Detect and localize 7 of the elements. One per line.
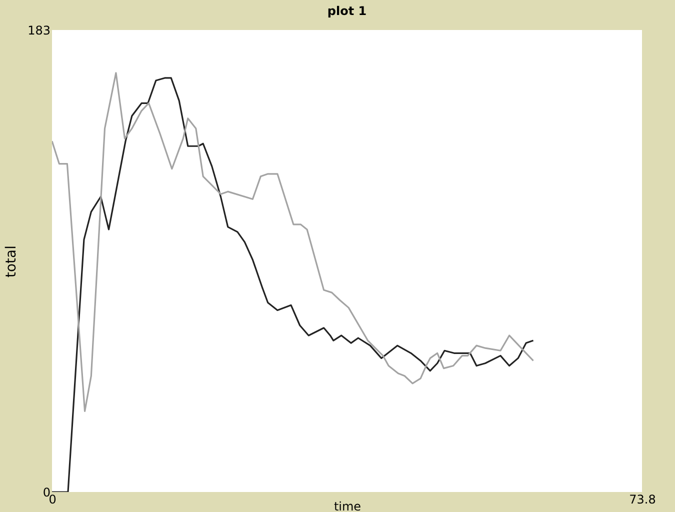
line-series [52, 77, 534, 492]
line-series [52, 72, 534, 412]
y-axis-title: total [4, 245, 20, 278]
x-tick-label: 73.8 [629, 492, 656, 506]
x-axis-title: time [334, 500, 362, 512]
chart-title: plot 1 [327, 4, 367, 18]
y-tick-label: 183 [28, 24, 50, 38]
